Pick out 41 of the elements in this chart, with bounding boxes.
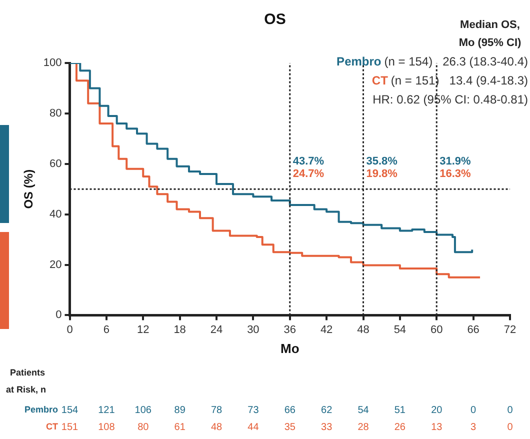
x-tick-label: 6 [103, 324, 110, 336]
text: Pembro [336, 54, 382, 68]
annotation: 19.8% [366, 168, 398, 180]
x-tick-label: 66 [467, 324, 480, 336]
y-axis-title: OS (%) [22, 169, 36, 209]
annotation: (n = 154) 26.3 (18.3-40.4) [384, 54, 528, 68]
annotation: (n = 151) 13.4 (9.4-18.3) [390, 73, 528, 88]
annotation: 16.3% [440, 168, 472, 180]
text: 151 108 80 61 48 44 35 33 28 26 13 3 0 [61, 422, 513, 433]
annotation: 43.7% [292, 155, 324, 168]
x-tick-label: 0 [66, 324, 73, 336]
x-tick-label: 18 [174, 324, 186, 336]
x-tick-label: 42 [320, 324, 333, 336]
y-tick-label: 100 [43, 57, 62, 70]
text: Pembro [24, 404, 58, 414]
text: Median OS, [460, 19, 520, 32]
text: Patients [10, 367, 46, 378]
x-tick-label: 12 [137, 324, 150, 336]
x-tick-label: 30 [247, 324, 260, 336]
annotation: 31.9% [440, 155, 472, 168]
text: Mo (95% CI) [458, 37, 522, 50]
annotation: 24.7% [292, 168, 324, 180]
text: CT [46, 421, 58, 432]
x-tick-label: 72 [504, 324, 516, 336]
y-tick-label: 80 [50, 107, 62, 120]
y-tick-label: 20 [50, 258, 62, 271]
annotation: HR: 0.62 (95% CI: 0.48-0.81) [372, 92, 528, 106]
text: at Risk, n [6, 384, 46, 394]
text: 154 121 106 89 78 73 66 62 54 51 20 0 0 [61, 404, 513, 416]
chart-title: OS [264, 11, 286, 28]
text: CT [372, 73, 389, 88]
x-tick-label: 36 [284, 324, 296, 336]
y-tick-label: 60 [50, 158, 62, 170]
x-tick-label: 60 [430, 324, 443, 336]
annotation: 35.8% [366, 155, 398, 168]
x-axis-title: Mo [280, 340, 300, 356]
x-tick-label: 48 [357, 324, 370, 336]
y-tick-label: 40 [50, 208, 62, 220]
x-tick-label: 24 [210, 324, 223, 336]
x-tick-label: 54 [394, 324, 406, 336]
y-tick-label: 0 [56, 309, 62, 322]
